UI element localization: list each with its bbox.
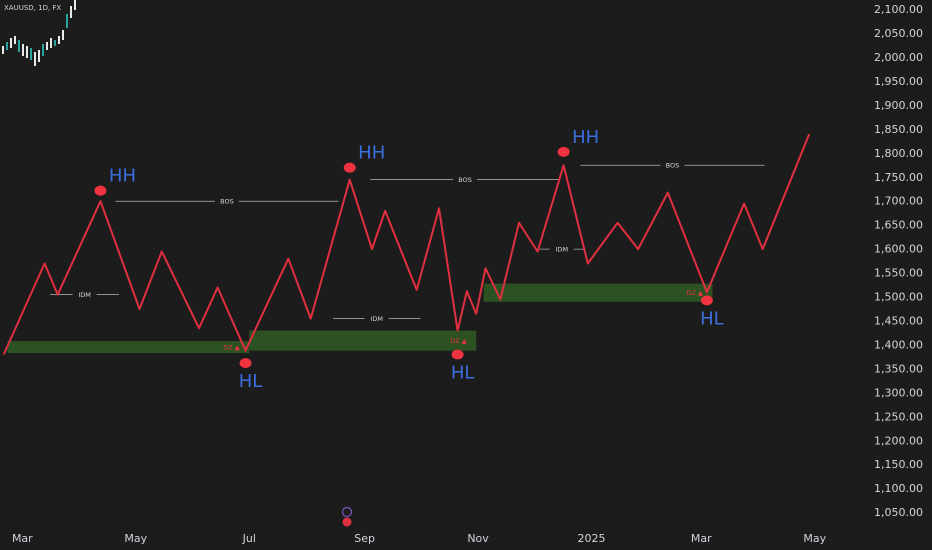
mini-candle-16 — [62, 30, 64, 40]
mini-candle-19 — [74, 0, 76, 10]
hl-label-1: HL — [239, 371, 263, 392]
bos-label-2: BOS — [458, 176, 472, 184]
y-tick-21: 1,100.00 — [874, 482, 923, 495]
mini-candle-9 — [34, 52, 36, 66]
hl-label-2: HL — [451, 363, 475, 384]
y-tick-12: 1,550.00 — [874, 267, 923, 280]
mini-candle-4 — [14, 36, 16, 44]
x-tick-6: 2025 — [578, 532, 606, 545]
mini-candle-13 — [50, 38, 52, 48]
mini-candle-7 — [26, 46, 28, 58]
x-tick-2: May — [124, 532, 147, 545]
mini-candle-6 — [22, 44, 24, 56]
mini-candle-3 — [10, 38, 12, 48]
symbol-label[interactable]: XAUUSD, 1D, FX — [4, 4, 62, 12]
demand-zone-1 — [7, 341, 250, 354]
demand-zone-2 — [249, 330, 477, 351]
y-tick-20: 1,150.00 — [874, 458, 923, 471]
price-line — [2, 133, 811, 355]
y-tick-19: 1,200.00 — [874, 434, 923, 447]
mini-candle-10 — [38, 50, 40, 62]
y-tick-11: 1,600.00 — [874, 243, 923, 256]
mini-candle-1 — [2, 46, 4, 54]
idm-label-2: IDM — [370, 315, 383, 323]
demand-zone-label-1: DZ ▲ — [223, 344, 240, 352]
y-tick-22: 1,050.00 — [874, 506, 923, 519]
hh-label-3: HH — [572, 127, 599, 148]
mini-candle-15 — [58, 36, 60, 44]
y-tick-17: 1,300.00 — [874, 386, 923, 399]
y-tick-6: 1,850.00 — [874, 123, 923, 136]
y-tick-1: 2,100.00 — [874, 3, 923, 16]
mini-candle-8 — [30, 48, 32, 60]
mini-candle-2 — [6, 42, 8, 50]
mini-candle-18 — [70, 6, 72, 18]
y-tick-16: 1,350.00 — [874, 362, 923, 375]
mini-candle-5 — [18, 40, 20, 52]
x-tick-4: Sep — [354, 532, 375, 545]
hh-label-1: HH — [109, 166, 136, 187]
y-tick-3: 2,000.00 — [874, 51, 923, 64]
x-tick-1: Mar — [12, 532, 33, 545]
bos-label-3: BOS — [666, 161, 680, 169]
y-tick-18: 1,250.00 — [874, 410, 923, 423]
x-tick-8: May — [803, 532, 826, 545]
flag-icon — [342, 517, 352, 527]
mini-candle-11 — [42, 44, 44, 56]
x-tick-5: Nov — [467, 532, 489, 545]
y-tick-2: 2,050.00 — [874, 27, 923, 40]
idm-label-3: IDM — [556, 245, 569, 253]
y-tick-5: 1,900.00 — [874, 99, 923, 112]
x-tick-3: Jul — [242, 532, 256, 545]
y-tick-7: 1,800.00 — [874, 147, 923, 160]
y-tick-13: 1,500.00 — [874, 291, 923, 304]
y-tick-14: 1,450.00 — [874, 314, 923, 327]
demand-zone-label-2: DZ ▲ — [450, 337, 467, 345]
demand-zone-label-3: DZ ▲ — [686, 289, 703, 297]
hh-dot-2 — [343, 162, 356, 173]
y-tick-15: 1,400.00 — [874, 338, 923, 351]
hl-label-3: HL — [700, 308, 724, 329]
x-tick-7: Mar — [691, 532, 712, 545]
y-tick-8: 1,750.00 — [874, 171, 923, 184]
hh-label-2: HH — [358, 143, 385, 164]
mini-candle-12 — [46, 42, 48, 50]
demand-zone-3 — [483, 283, 713, 302]
hl-dot-1 — [239, 358, 252, 369]
mini-candle-17 — [66, 14, 68, 28]
hl-dot-2 — [451, 349, 464, 360]
bos-label-1: BOS — [220, 197, 234, 205]
y-tick-10: 1,650.00 — [874, 219, 923, 232]
lightning-icon — [341, 506, 353, 518]
y-tick-9: 1,700.00 — [874, 195, 923, 208]
hh-dot-3 — [557, 146, 570, 157]
hl-dot-3 — [700, 295, 713, 306]
hh-dot-1 — [94, 185, 107, 196]
idm-label-1: IDM — [78, 291, 91, 299]
y-tick-4: 1,950.00 — [874, 75, 923, 88]
mini-candle-14 — [54, 40, 56, 46]
